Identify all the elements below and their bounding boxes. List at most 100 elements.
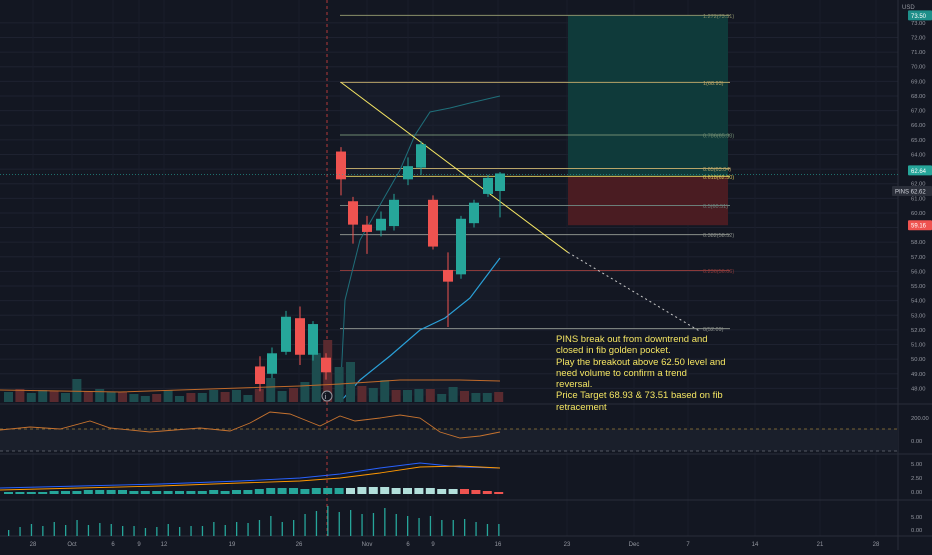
y-tick-label: 54.00 bbox=[911, 299, 926, 305]
fib-level-label: 1(68.93) bbox=[703, 81, 724, 87]
histogram-bar bbox=[368, 487, 378, 494]
spike-bar bbox=[498, 524, 500, 536]
y-tick-label: 72.00 bbox=[911, 36, 926, 42]
y-tick-label: 57.00 bbox=[911, 255, 926, 261]
histogram-bar bbox=[460, 489, 469, 494]
y-tick-label: 2.50 bbox=[911, 476, 922, 482]
spike-bar bbox=[167, 524, 169, 536]
candle-body bbox=[321, 357, 331, 373]
spike-bar bbox=[201, 526, 204, 536]
candle-body bbox=[428, 199, 438, 247]
spike-bar bbox=[315, 511, 318, 536]
spike-bar bbox=[361, 514, 363, 536]
volume-bar bbox=[26, 393, 36, 402]
histogram-bar bbox=[277, 488, 287, 494]
spike-bar bbox=[418, 518, 420, 536]
spike-bar bbox=[213, 522, 215, 536]
volume-bar bbox=[346, 362, 355, 402]
histogram-bar bbox=[403, 488, 412, 494]
volume-bar bbox=[186, 393, 196, 402]
volume-bar bbox=[277, 391, 287, 402]
candle-body bbox=[308, 324, 318, 355]
y-tick-label: 200.00 bbox=[911, 416, 929, 422]
histogram-bar bbox=[49, 491, 59, 494]
y-tick-label: 67.00 bbox=[911, 109, 926, 115]
volume-bar bbox=[357, 386, 367, 402]
spike-bar bbox=[247, 523, 249, 536]
stop-price-tag-box bbox=[908, 220, 932, 231]
volume-bar bbox=[95, 389, 105, 402]
volume-bar bbox=[83, 391, 93, 402]
y-tick-label: 53.00 bbox=[911, 313, 926, 319]
indicator-band bbox=[0, 429, 898, 451]
volume-bar bbox=[61, 393, 70, 402]
y-tick-label: 48.00 bbox=[911, 386, 926, 392]
x-tick-label: 12 bbox=[161, 542, 168, 548]
stop-zone bbox=[568, 176, 728, 226]
histogram-bar bbox=[118, 490, 127, 494]
upper-band bbox=[339, 95, 501, 401]
volume-bar bbox=[243, 395, 253, 402]
y-tick-label: 0.00 bbox=[911, 439, 922, 445]
histogram-bar bbox=[197, 491, 207, 494]
x-tick-label: 23 bbox=[564, 542, 571, 548]
volume-bar bbox=[448, 387, 458, 402]
spike-bar bbox=[452, 520, 454, 536]
y-tick-label: 5.00 bbox=[911, 515, 922, 521]
spike-bar bbox=[30, 524, 33, 536]
spike-bar bbox=[65, 525, 67, 536]
volume-bar bbox=[300, 382, 310, 402]
volume-bar bbox=[49, 391, 59, 402]
volume-bar bbox=[380, 380, 390, 402]
histogram-bar bbox=[300, 489, 310, 494]
histogram-bar bbox=[26, 492, 36, 494]
volume-bar bbox=[403, 390, 412, 402]
fib-level-label: 1.272(73.51) bbox=[703, 14, 734, 20]
volume-bar bbox=[460, 391, 469, 402]
ticker-tag-box bbox=[892, 186, 932, 197]
indicator-panel-3 bbox=[8, 506, 500, 536]
y-tick-label: 69.00 bbox=[911, 79, 926, 85]
candle-body bbox=[483, 177, 493, 194]
candles bbox=[255, 141, 505, 392]
histogram-bar bbox=[209, 490, 219, 494]
y-tick-label: 51.00 bbox=[911, 343, 926, 349]
spike-bar bbox=[464, 519, 466, 536]
spike-bar bbox=[236, 522, 238, 536]
candle-body bbox=[267, 353, 277, 374]
indicator-panel-2 bbox=[0, 462, 504, 494]
candle-body bbox=[336, 151, 346, 180]
volume-bar bbox=[220, 392, 230, 402]
volume-bar bbox=[471, 393, 481, 402]
x-tick-label: 28 bbox=[30, 542, 37, 548]
volume-bar bbox=[266, 378, 276, 402]
candle-body bbox=[255, 366, 265, 384]
histogram-bar bbox=[266, 488, 276, 494]
x-tick-label: 28 bbox=[873, 542, 880, 548]
spike-bar bbox=[144, 528, 147, 536]
volume-bar bbox=[4, 392, 13, 402]
target-price-tag: 73.50 bbox=[908, 10, 932, 21]
histogram-bar bbox=[15, 492, 25, 494]
y-tick-label: 71.00 bbox=[911, 50, 926, 56]
histogram-bar bbox=[482, 491, 492, 494]
last-price-tag-text: 62.64 bbox=[911, 169, 927, 175]
histogram-bar bbox=[95, 490, 105, 494]
histogram-bar bbox=[220, 491, 230, 494]
last-price-tag-box bbox=[908, 165, 932, 176]
volume-bar bbox=[437, 394, 447, 402]
signal-line bbox=[0, 465, 501, 491]
x-tick-label: 26 bbox=[296, 542, 303, 548]
spike-bar bbox=[19, 527, 21, 536]
volume-bar bbox=[368, 388, 378, 402]
y-tick-label: 70.00 bbox=[911, 65, 926, 71]
histogram-bar bbox=[175, 491, 184, 494]
fib-level-label: 0.65(63.04) bbox=[703, 167, 731, 173]
candle-body bbox=[443, 269, 453, 282]
fib-level-label: 0.236(56.06) bbox=[703, 269, 734, 275]
histogram-bar bbox=[61, 491, 70, 494]
note-line: retracement bbox=[556, 401, 607, 413]
fib-level-label: 0.5(60.51) bbox=[703, 204, 728, 210]
target-zone bbox=[568, 15, 728, 177]
